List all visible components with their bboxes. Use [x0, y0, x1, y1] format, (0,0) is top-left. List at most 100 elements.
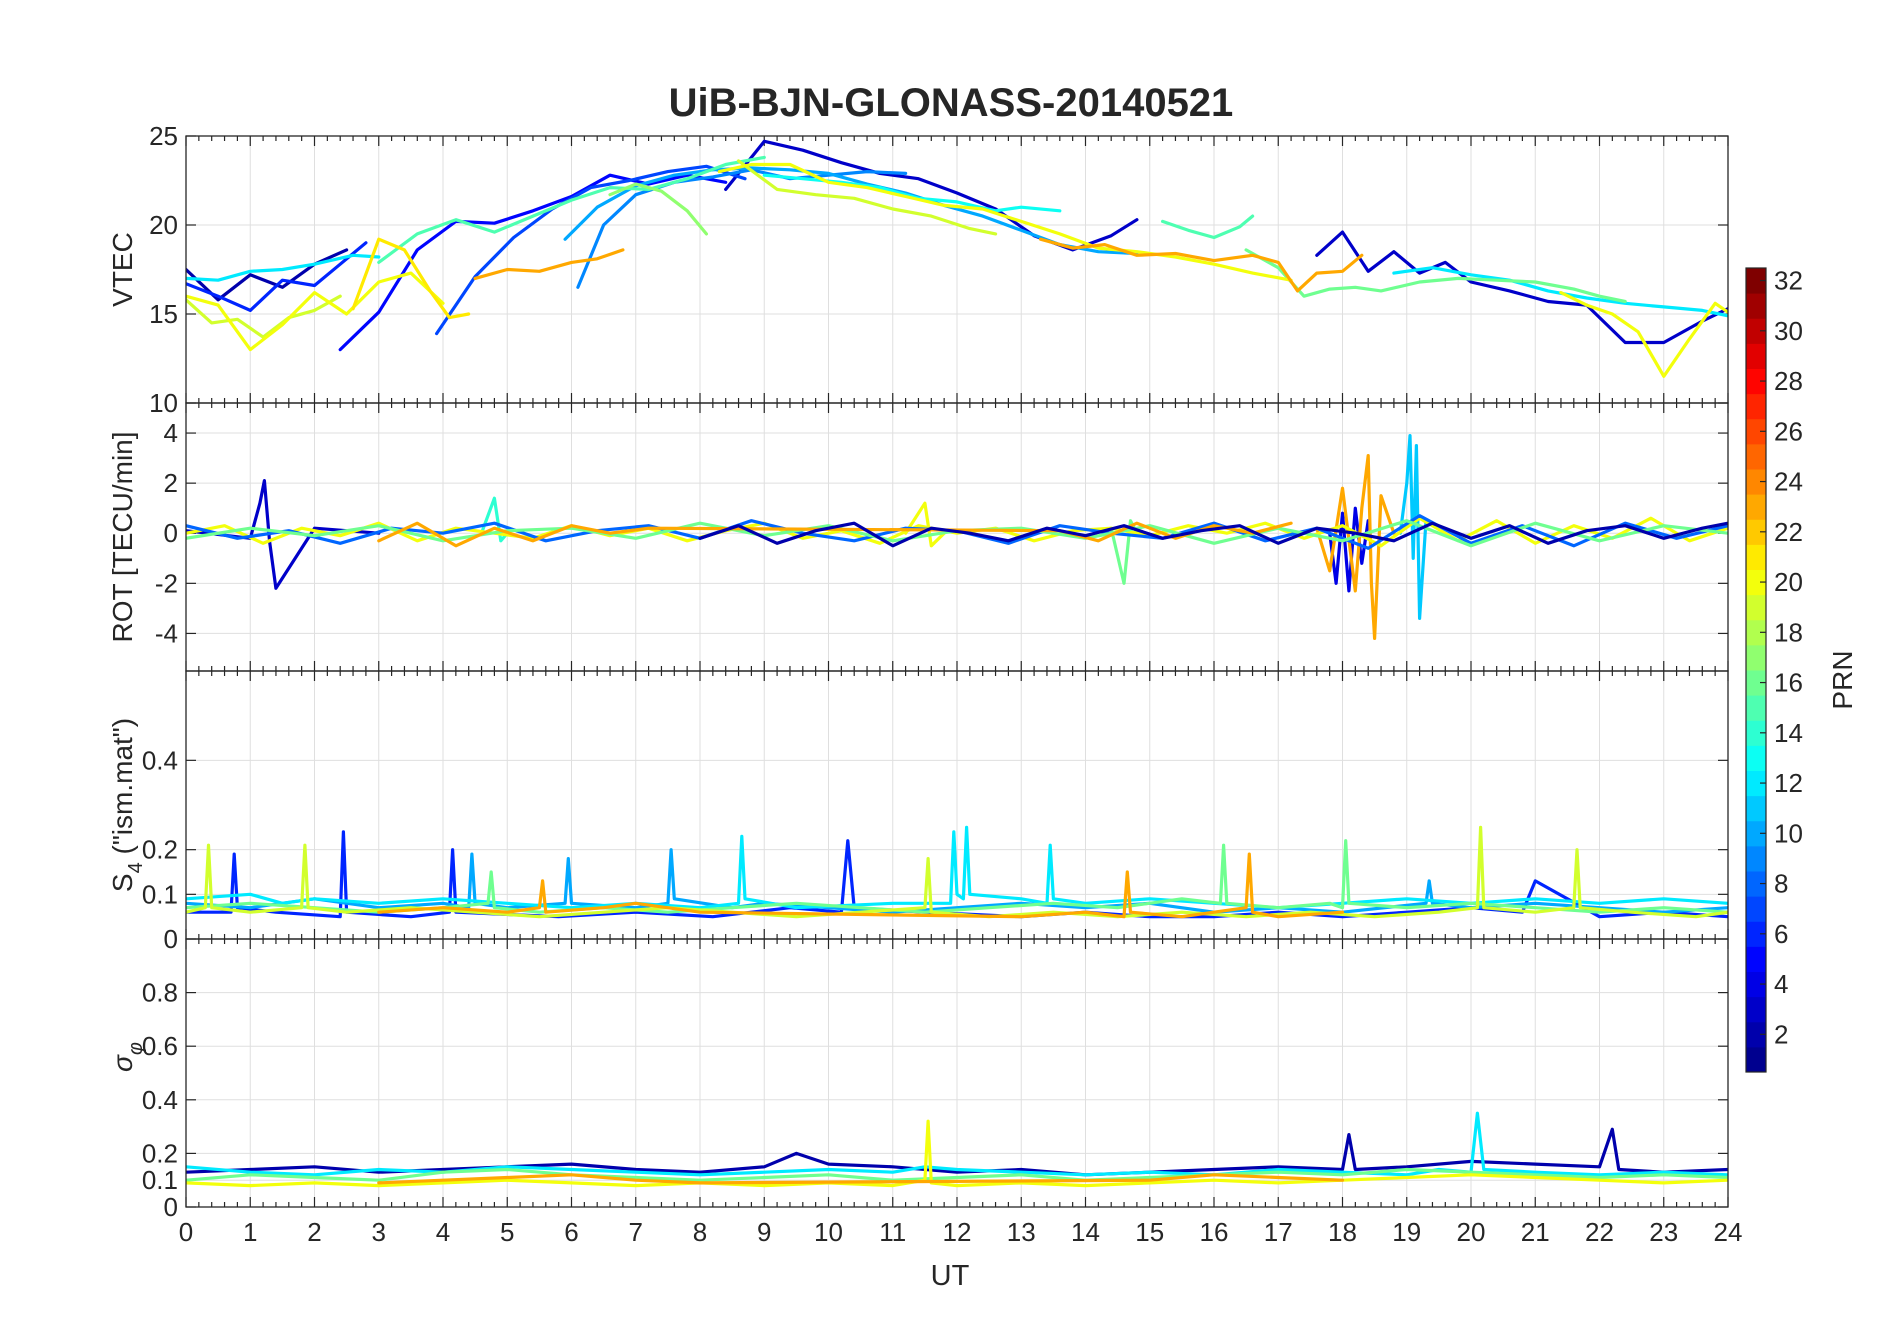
x-tick-label: 17 [1264, 1217, 1293, 1247]
series-line-prn-23 [473, 248, 625, 280]
y-axis-label: σφ [107, 1042, 147, 1072]
x-tick-label: 12 [943, 1217, 972, 1247]
series-line-prn-16 [186, 1167, 1728, 1182]
x-tick-label: 7 [629, 1217, 643, 1247]
series-line-prn-19 [736, 159, 998, 236]
y-tick-label: 0.2 [142, 835, 178, 865]
axes-box [185, 938, 1729, 1208]
series-line-prn-6 [186, 241, 368, 312]
colorbar-frame [1745, 267, 1767, 1073]
y-axis-label: VTEC [107, 232, 138, 307]
colorbar-tick-label: 32 [1774, 266, 1803, 296]
x-tick-label: 4 [436, 1217, 450, 1247]
colorbar-step [1746, 695, 1766, 721]
colorbar-tick-label: 16 [1774, 668, 1803, 698]
series-line-prn-21 [351, 237, 471, 320]
series-line-prn-19 [186, 825, 1728, 919]
colorbar-tick-label: 12 [1774, 768, 1803, 798]
series-line-prn-12 [186, 253, 381, 282]
colorbar-step [1746, 745, 1766, 771]
x-tick-label: 8 [693, 1217, 707, 1247]
x-tick-label: 1 [243, 1217, 257, 1247]
colorbar-step [1746, 1046, 1766, 1073]
y-tick-label: 4 [164, 418, 178, 448]
y-tick-label: 15 [149, 299, 178, 329]
y-tick-label: 2 [164, 468, 178, 498]
x-tick-label: 24 [1714, 1217, 1743, 1247]
x-tick-label: 2 [307, 1217, 321, 1247]
colorbar-step [1746, 519, 1766, 545]
colorbar-step [1746, 569, 1766, 596]
series-line-prn-20 [186, 1119, 1728, 1188]
series-group [186, 825, 1728, 919]
colorbar-tick-label: 24 [1774, 467, 1803, 497]
colorbar-step [1746, 343, 1766, 369]
colorbar-tick-label: 8 [1774, 869, 1788, 899]
colorbar-step [1746, 795, 1766, 822]
series-line-prn-6 [186, 830, 1728, 919]
colorbar-tick-label: 30 [1774, 316, 1803, 346]
series-line-prn-16 [1109, 519, 1139, 585]
y-tick-label: 10 [149, 388, 178, 418]
panel-s4: 0 0.1 0.2 0.4S4 ("ism.mat") [107, 670, 1729, 954]
colorbar-step [1746, 921, 1766, 947]
colorbar-step [1746, 544, 1766, 570]
colorbar-tick-label: 26 [1774, 416, 1803, 446]
colorbar-step [1746, 293, 1766, 319]
colorbar-step [1746, 845, 1766, 872]
series-line-prn-20 [717, 162, 1293, 282]
x-tick-label: 20 [1457, 1217, 1486, 1247]
x-tick-label: 14 [1071, 1217, 1100, 1247]
y-tick-label: 0 [164, 518, 178, 548]
x-tick-label: 10 [814, 1217, 843, 1247]
y-axis-label: S4 ("ism.mat") [107, 718, 147, 892]
series-line-prn-15 [377, 155, 766, 264]
y-tick-label: 20 [149, 210, 178, 240]
colorbar-step [1746, 670, 1766, 696]
colorbar-step [1746, 996, 1766, 1023]
colorbar-step [1746, 393, 1766, 420]
colorbar-step [1746, 896, 1766, 922]
series-group [186, 139, 1728, 378]
x-tick-label: 22 [1585, 1217, 1614, 1247]
x-tick-label: 11 [879, 1217, 906, 1247]
series-line-prn-7 [435, 164, 747, 336]
series-line-prn-19 [186, 294, 342, 339]
series-line-prn-20 [904, 501, 946, 548]
colorbar-label: PRN [1827, 650, 1858, 709]
series-line-prn-12 [186, 1111, 1728, 1177]
colorbar-tick-label: 14 [1774, 718, 1803, 748]
y-tick-label: -2 [155, 568, 178, 598]
colorbar-step [1746, 644, 1766, 671]
colorbar-tick-label: 28 [1774, 366, 1803, 396]
colorbar-step [1746, 619, 1766, 646]
colorbar-step [1746, 820, 1766, 847]
colorbar-step [1746, 443, 1766, 470]
y-tick-label: 0.4 [142, 1085, 178, 1115]
x-tick-label: 16 [1200, 1217, 1229, 1247]
y-tick-label: 0.1 [142, 879, 178, 909]
x-axis-label: UT [931, 1260, 970, 1292]
colorbar-tick-label: 10 [1774, 818, 1803, 848]
series-line-prn-16 [1244, 248, 1627, 304]
y-tick-label: 0 [164, 1192, 178, 1222]
x-tick-label: 6 [564, 1217, 578, 1247]
colorbar-tick-label: 18 [1774, 617, 1803, 647]
colorbar-step [1746, 770, 1766, 797]
series-line-prn-3 [724, 139, 1139, 252]
colorbar-tick-label: 6 [1774, 919, 1788, 949]
series-line-prn-17 [608, 182, 708, 236]
y-tick-label: 0.1 [142, 1165, 178, 1195]
y-tick-label: 0.4 [142, 745, 178, 775]
colorbar-tick-label: 4 [1774, 969, 1788, 999]
colorbar-step [1746, 1021, 1766, 1048]
series-line-prn-16 [186, 839, 1728, 914]
x-tick-label: 13 [1007, 1217, 1036, 1247]
colorbar-step [1746, 494, 1766, 520]
x-tick-label: 0 [179, 1217, 193, 1247]
colorbar-step [1746, 469, 1766, 495]
series-line-prn-11 [1398, 434, 1428, 620]
series-line-prn-23 [377, 852, 1345, 919]
